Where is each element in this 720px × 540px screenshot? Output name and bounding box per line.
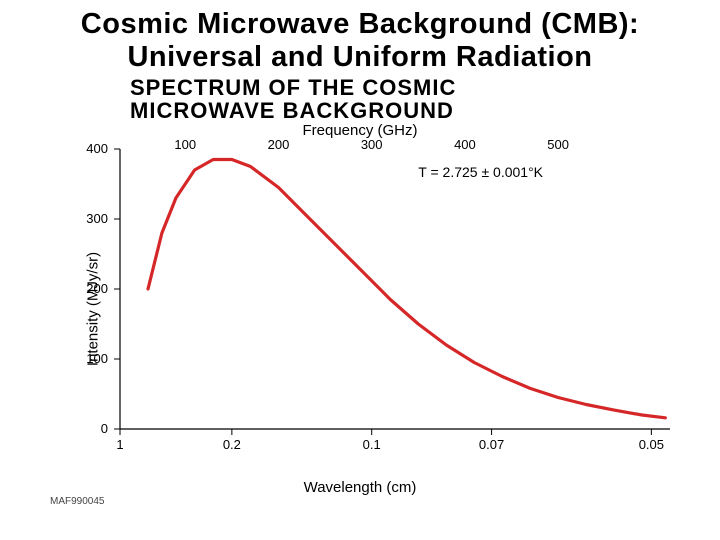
chart-heading-line2: Microwave Background (130, 99, 690, 122)
slide-title-line2: Universal and Uniform Radiation (10, 41, 710, 74)
bottom-tick-label: 0.1 (363, 437, 381, 449)
plot-area: Intensity (MJy/sr) 010020030040010020030… (30, 139, 690, 479)
bottom-axis-label: Wavelength (cm) (30, 479, 690, 496)
cmb-spectrum-chart: 010020030040010020030040050010.20.10.070… (30, 139, 690, 449)
plot-id: MAF990045 (30, 496, 690, 507)
slide-title: Cosmic Microwave Background (CMB): Unive… (0, 0, 720, 76)
y-tick-label: 400 (86, 141, 108, 156)
top-tick-label: 300 (361, 139, 383, 152)
top-axis-label: Frequency (GHz) (30, 122, 690, 139)
y-tick-label: 300 (86, 211, 108, 226)
temperature-annotation: T = 2.725 ± 0.001°K (418, 164, 543, 180)
bottom-tick-label: 0.07 (479, 437, 504, 449)
slide-title-line1: Cosmic Microwave Background (CMB): (10, 8, 710, 41)
top-tick-label: 100 (174, 139, 196, 152)
chart-heading-line1: Spectrum of the Cosmic (130, 76, 690, 99)
bottom-tick-label: 0.05 (639, 437, 664, 449)
chart-block: Spectrum of the Cosmic Microwave Backgro… (30, 76, 690, 507)
bottom-tick-label: 1 (116, 437, 123, 449)
top-tick-label: 500 (547, 139, 569, 152)
top-tick-label: 200 (268, 139, 290, 152)
y-tick-label: 0 (101, 421, 108, 436)
bottom-tick-label: 0.2 (223, 437, 241, 449)
y-axis-label: Intensity (MJy/sr) (85, 252, 102, 366)
top-tick-label: 400 (454, 139, 476, 152)
cmb-spectrum-curve (148, 160, 665, 418)
chart-heading: Spectrum of the Cosmic Microwave Backgro… (30, 76, 690, 122)
